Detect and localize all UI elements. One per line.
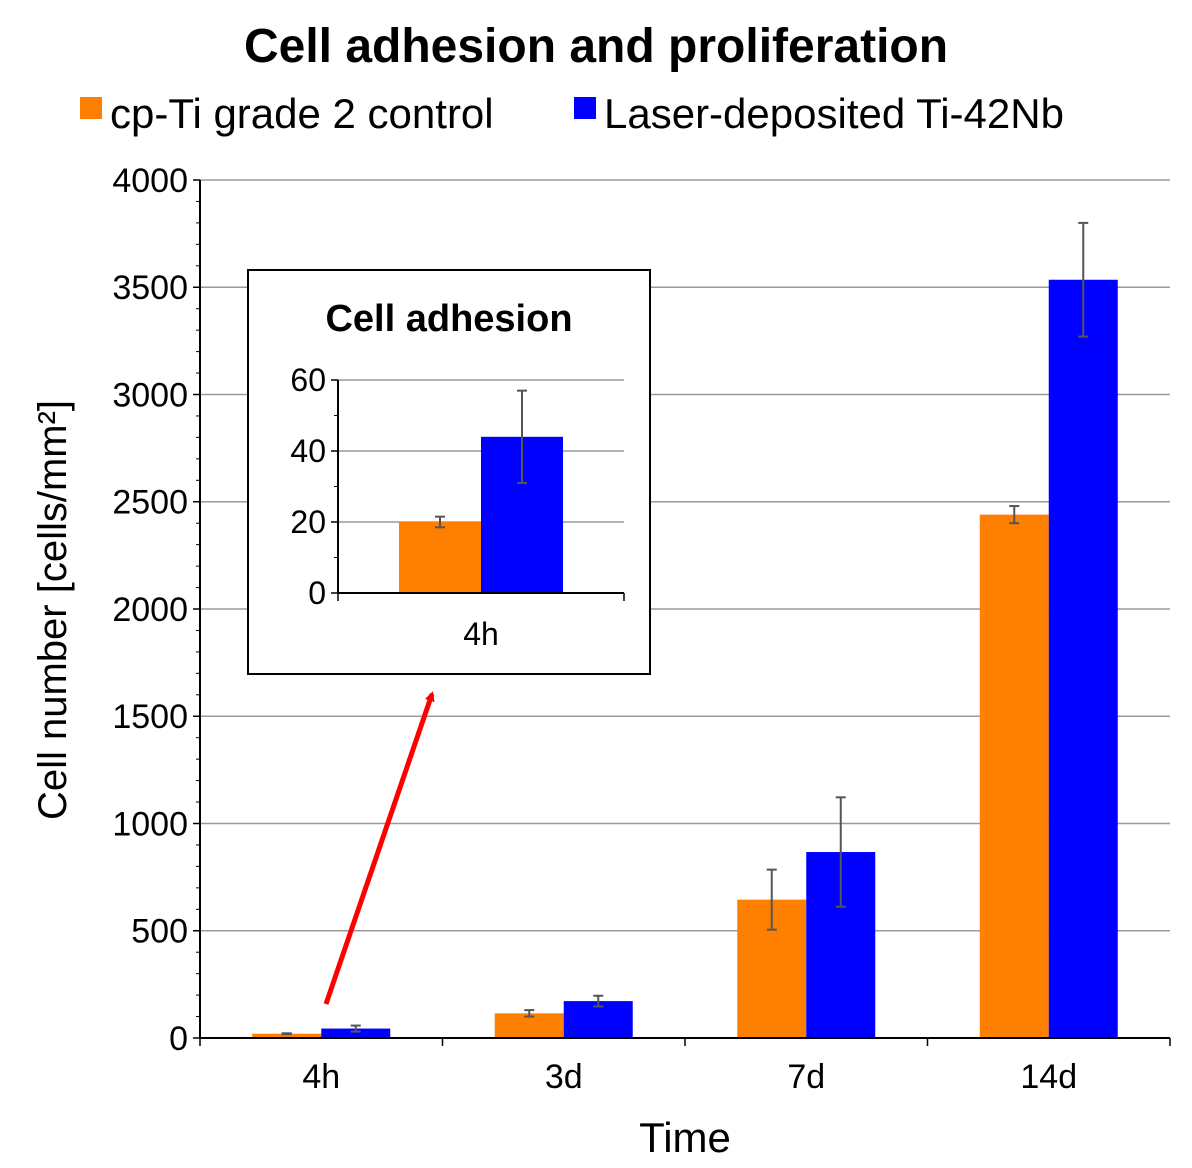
inset-y-tick-label-40: 40 xyxy=(290,433,326,469)
main-x-tick-label-3d: 3d xyxy=(545,1058,583,1096)
main-y-tick-label-0: 0 xyxy=(169,1020,188,1058)
inset-axes xyxy=(331,379,625,601)
main-bar-4h-ti42nb xyxy=(321,1028,391,1038)
legend-label-control: cp-Ti grade 2 control xyxy=(110,90,494,137)
inset-title: Cell adhesion xyxy=(325,298,572,340)
chart-title: Cell adhesion and proliferation xyxy=(244,20,948,73)
main-bar-14d-control xyxy=(979,514,1049,1038)
legend-swatch-control xyxy=(80,97,102,119)
inset-chart: Cell adhesion 0 20 40 60 4h xyxy=(247,269,651,675)
main-axes xyxy=(193,179,1171,1046)
main-x-tick-label-14d: 14d xyxy=(1020,1058,1077,1096)
inset-y-tick-labels: 0 20 40 60 xyxy=(290,362,326,611)
legend-label-ti42nb: Laser-deposited Ti-42Nb xyxy=(604,90,1064,137)
main-bar-4h-control xyxy=(252,1033,322,1038)
main-bar-14d-ti42nb xyxy=(1048,279,1118,1038)
legend-swatch-ti42nb xyxy=(574,97,596,119)
main-x-tick-label-4h: 4h xyxy=(302,1058,340,1096)
inset-y-tick-label-20: 20 xyxy=(290,504,326,540)
main-y-tick-label-500: 500 xyxy=(131,913,188,951)
inset-x-tick-labels: 4h xyxy=(463,616,499,652)
main-y-tick-label-2000: 2000 xyxy=(112,591,188,629)
inset-y-tick-label-0: 0 xyxy=(308,575,326,611)
main-y-tick-label-1000: 1000 xyxy=(112,805,188,843)
main-x-tick-label-7d: 7d xyxy=(787,1058,825,1096)
main-y-tick-labels: 0 500 1000 1500 2000 2500 3000 3500 4000 xyxy=(112,162,188,1058)
legend: cp-Ti grade 2 control Laser-deposited Ti… xyxy=(80,90,1064,137)
annotation-arrow xyxy=(323,691,435,1005)
inset-y-tick-label-60: 60 xyxy=(290,362,326,398)
inset-x-tick-label-4h: 4h xyxy=(463,616,499,652)
inset-error-bars xyxy=(435,389,527,529)
main-bars xyxy=(252,279,1118,1038)
main-y-tick-label-3500: 3500 xyxy=(112,269,188,307)
main-y-tick-label-1500: 1500 xyxy=(112,698,188,736)
inset-frame xyxy=(247,269,651,675)
x-axis-title: Time xyxy=(639,1114,731,1161)
main-error-bars xyxy=(281,221,1089,1036)
y-axis-title: Cell number [cells/mm²] xyxy=(31,400,75,820)
main-y-tick-label-4000: 4000 xyxy=(112,162,188,200)
main-y-tick-label-3000: 3000 xyxy=(112,376,188,414)
inset-bar-4h-control xyxy=(399,522,481,593)
main-x-tick-labels: 4h 3d 7d 14d xyxy=(302,1058,1077,1096)
main-y-tick-label-2500: 2500 xyxy=(112,484,188,522)
